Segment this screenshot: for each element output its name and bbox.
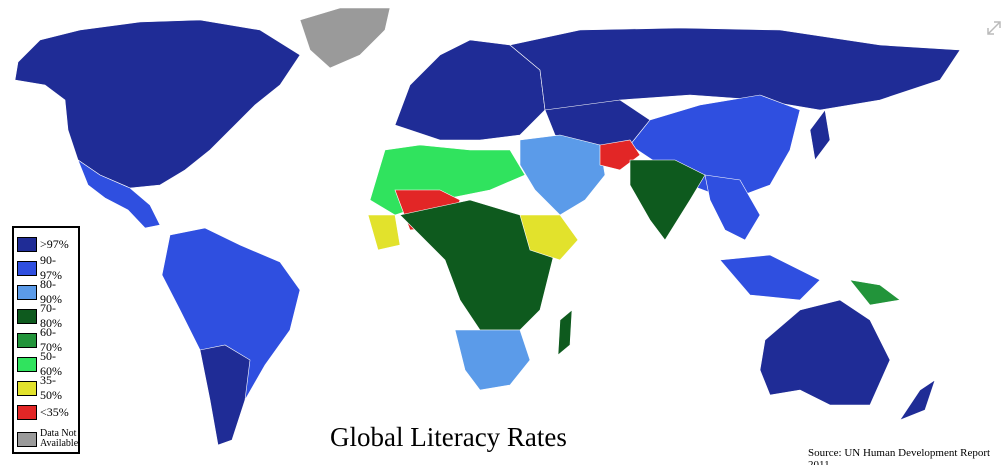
legend-label: 50-60% (40, 349, 62, 378)
north-america (14, 19, 301, 189)
legend-item: >97% (17, 232, 75, 256)
source-note: Source: UN Human Development Report 2011 (808, 447, 991, 465)
legend-swatch (17, 260, 37, 276)
legend-item: 60-70% (17, 325, 75, 354)
legend-swatch (17, 431, 37, 447)
legend: >97% 90-97% 80-90% 70-80% 60-70% 50-60% 35-50%… (12, 226, 80, 454)
legend-label: 70-80% (40, 301, 62, 330)
east-africa (519, 214, 579, 261)
legend-label: 35-50% (40, 373, 62, 402)
legend-item: 70-80% (17, 301, 75, 330)
map-title: Global Literacy Rates (330, 422, 567, 452)
expand-arrow[interactable] (987, 21, 1001, 35)
legend-item: <35% (17, 400, 75, 424)
japan (809, 109, 831, 161)
legend-swatch (17, 284, 37, 300)
legend-swatch (17, 236, 37, 252)
legend-swatch (17, 308, 37, 324)
expand-icon[interactable] (987, 21, 1001, 35)
legend-item: 80-90% (17, 277, 75, 306)
russia (509, 27, 961, 111)
legend-label: 80-90% (40, 277, 62, 306)
legend-item: 90-97% (17, 253, 75, 282)
legend-swatch (17, 380, 37, 396)
india (629, 159, 706, 241)
greenland (299, 7, 391, 69)
legend-label: <35% (40, 404, 69, 419)
middle-east (519, 134, 606, 216)
legend-label: Data Not Available (40, 428, 79, 449)
chile-argentina (199, 344, 251, 446)
southern-africa (454, 329, 531, 391)
legend-item: 35-50% (17, 373, 75, 402)
new-zealand (899, 379, 936, 421)
southeast-asia (704, 174, 761, 241)
west-africa (367, 214, 401, 251)
legend-label: >97% (40, 236, 69, 251)
legend-label: 60-70% (40, 325, 62, 354)
central-africa (399, 199, 561, 331)
legend-swatch (17, 404, 37, 420)
legend-item: Data Not Available (17, 424, 79, 454)
madagascar (557, 309, 573, 356)
mexico (77, 159, 161, 229)
papua (849, 279, 901, 306)
legend-item: 50-60% (17, 349, 75, 378)
legend-swatch (17, 332, 37, 348)
indonesia (719, 254, 821, 301)
australia (759, 299, 891, 406)
legend-swatch (17, 356, 37, 372)
legend-label: 90-97% (40, 253, 62, 282)
